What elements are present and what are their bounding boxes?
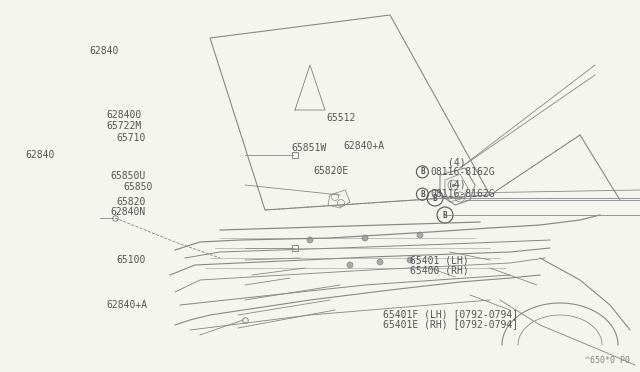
Text: B: B [420,190,425,199]
Text: 65850: 65850 [123,182,152,192]
Text: ^650*0 P0: ^650*0 P0 [585,356,630,365]
Text: 62840+A: 62840+A [344,141,385,151]
Text: (4): (4) [448,180,466,190]
Text: 62840: 62840 [25,151,54,160]
Circle shape [417,232,423,238]
Text: B: B [433,193,437,202]
Text: 628400: 628400 [106,110,141,120]
Text: 65512: 65512 [326,113,356,123]
Text: 65401E (RH) [0792-0794]: 65401E (RH) [0792-0794] [383,320,518,329]
Text: 65722M: 65722M [106,122,141,131]
Text: 62840: 62840 [89,46,118,56]
Text: 65400 (RH): 65400 (RH) [410,266,468,276]
Text: 65401F (LH) [0792-0794]: 65401F (LH) [0792-0794] [383,310,518,319]
Text: 08116-8162G: 08116-8162G [431,189,495,199]
Circle shape [362,235,368,241]
Circle shape [377,259,383,265]
Text: 65100: 65100 [116,256,146,265]
Text: 65820: 65820 [116,197,146,207]
Text: (4): (4) [448,158,466,167]
Text: 65401 (LH): 65401 (LH) [410,256,468,265]
Text: 62840+A: 62840+A [106,300,147,310]
Text: B: B [443,211,447,219]
Text: 65820E: 65820E [314,166,349,176]
Text: 08116-8162G: 08116-8162G [431,167,495,177]
Circle shape [307,237,313,243]
Text: B: B [420,167,425,176]
Text: 62840N: 62840N [111,207,146,217]
Text: 65851W: 65851W [291,143,326,153]
Circle shape [347,262,353,268]
Circle shape [407,257,413,263]
Text: 65710: 65710 [116,133,146,142]
Text: 65850U: 65850U [111,171,146,180]
